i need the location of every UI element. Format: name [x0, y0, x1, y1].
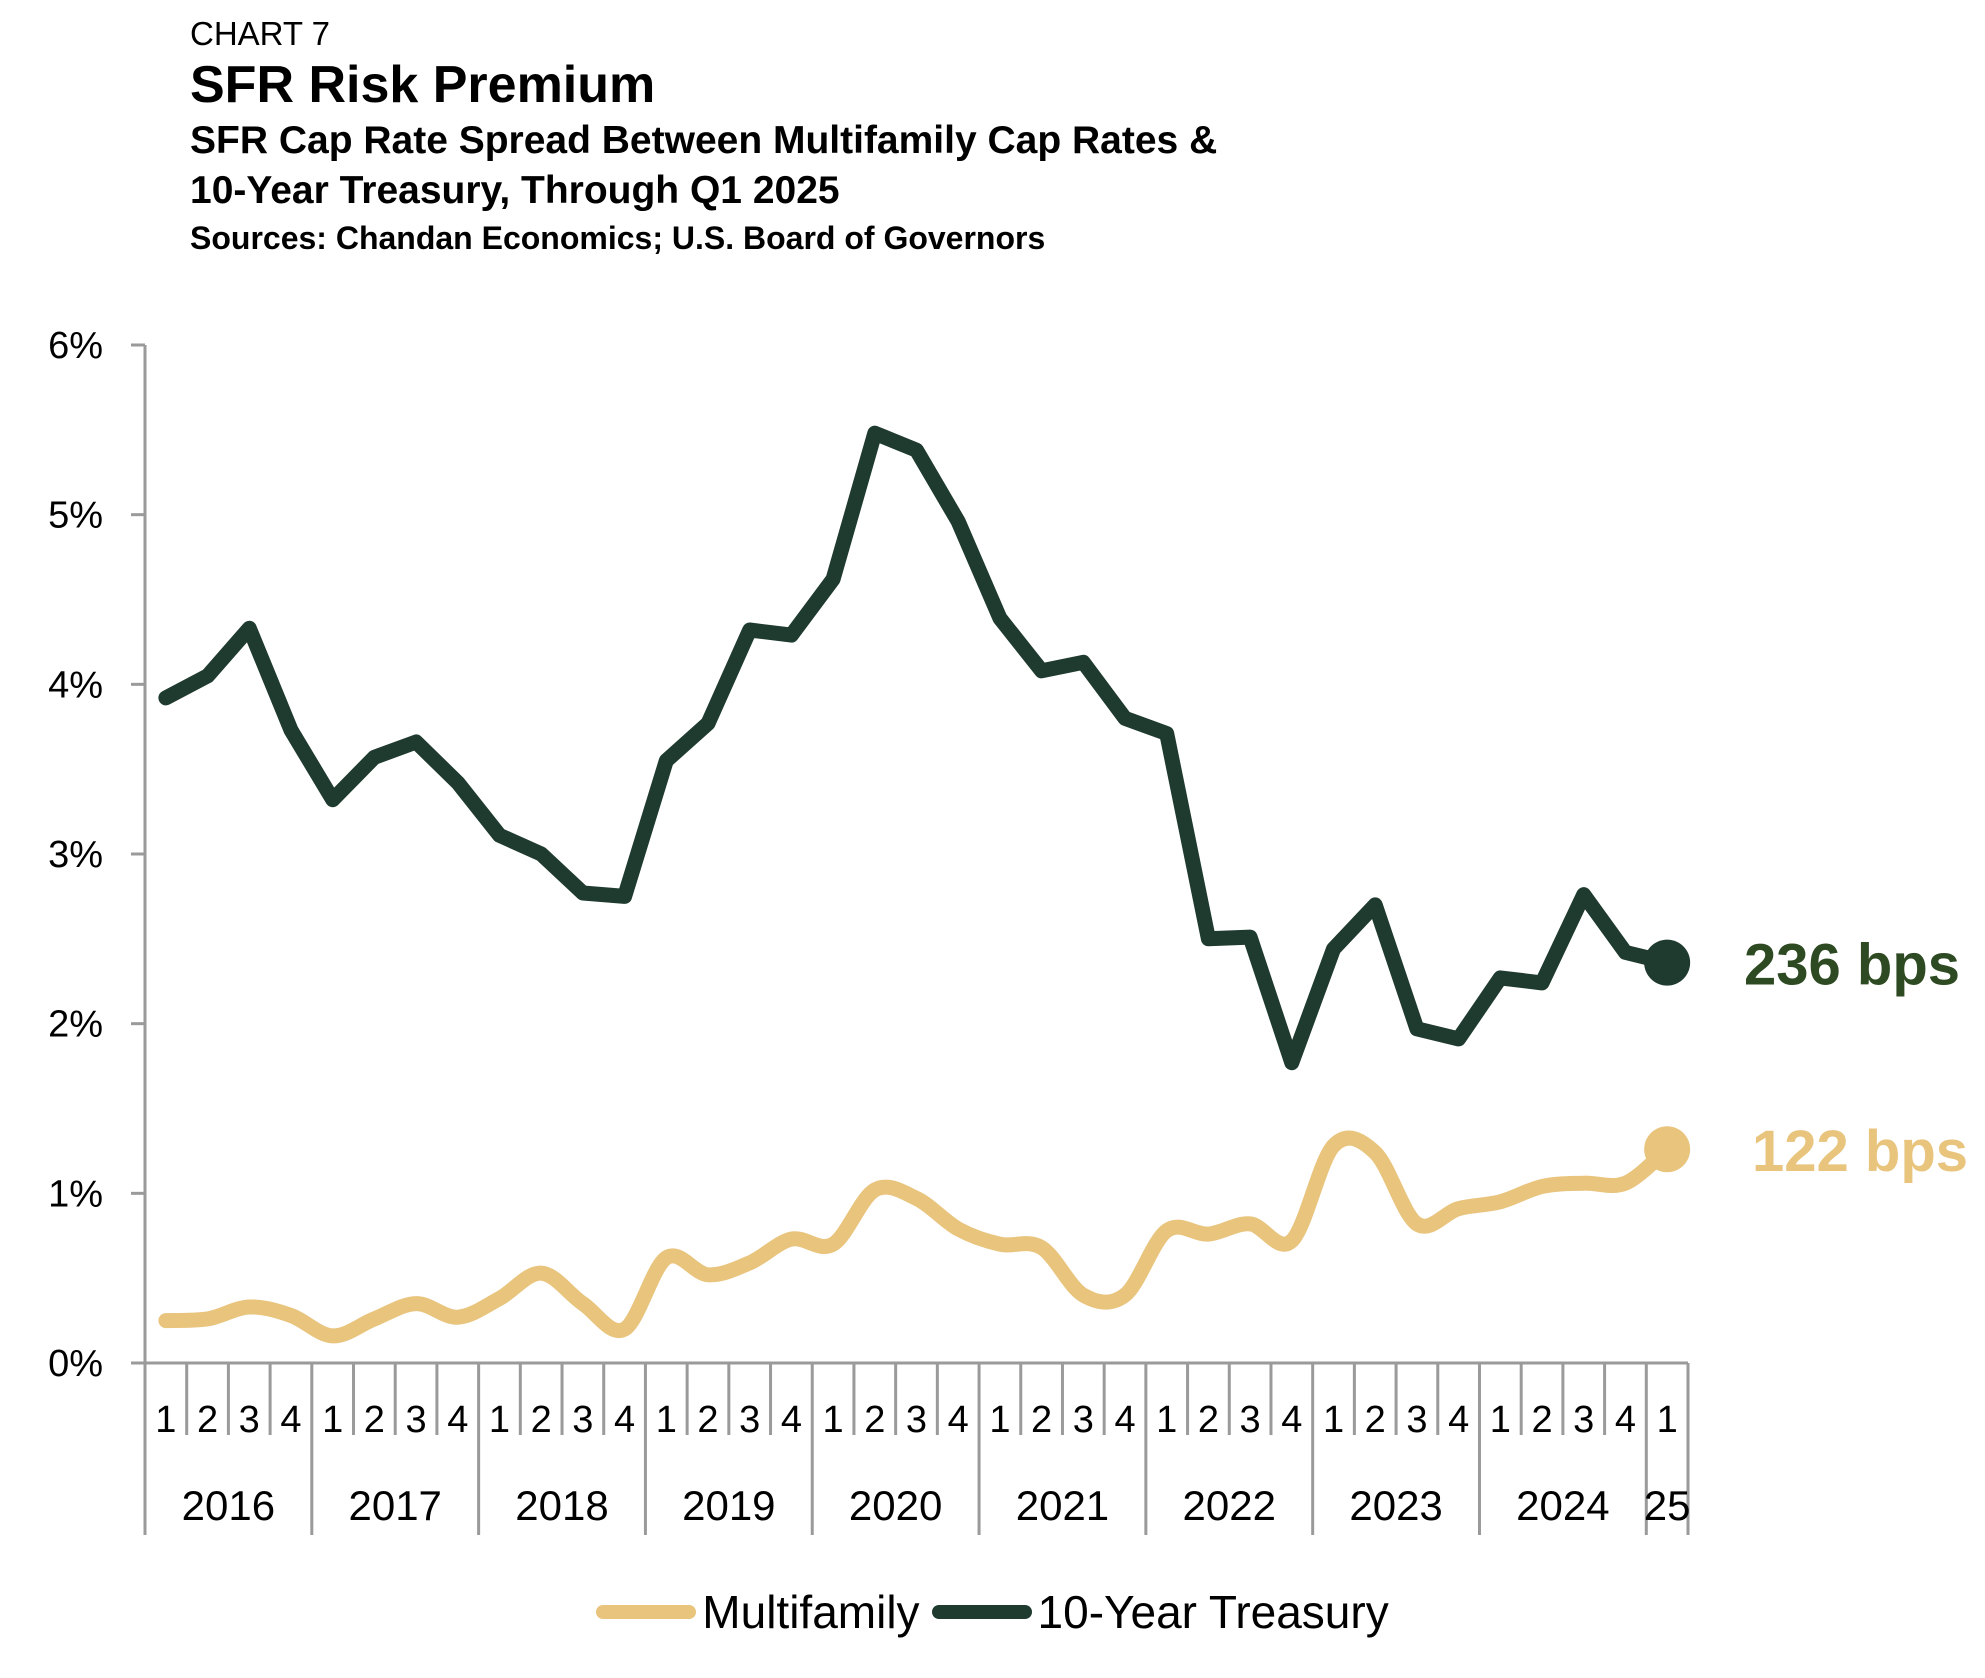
series-line-treasury: [158, 425, 1675, 1071]
y-tick-label: 1%: [48, 1173, 103, 1215]
year-label: 2022: [1183, 1482, 1276, 1529]
legend-item-multifamily: Multifamily: [596, 1585, 920, 1639]
end-labels: 236 bps 122 bps: [1744, 933, 1968, 1185]
legend-swatch-multifamily: [596, 1605, 697, 1619]
quarter-label: 1: [656, 1399, 677, 1441]
quarter-label: 4: [447, 1399, 468, 1441]
y-tick-label: 2%: [48, 1004, 103, 1046]
quarter-label: 4: [781, 1399, 802, 1441]
quarter-label: 3: [239, 1399, 260, 1441]
y-tick-label: 0%: [48, 1343, 103, 1385]
quarter-label: 4: [614, 1399, 635, 1441]
quarter-label: 3: [1406, 1399, 1427, 1441]
y-tick-label: 6%: [48, 325, 103, 367]
year-label: 25: [1644, 1482, 1691, 1529]
legend-swatch-treasury: [931, 1605, 1032, 1619]
chart-legend: Multifamily 10-Year Treasury: [0, 1585, 1985, 1639]
quarter-label: 1: [1323, 1399, 1344, 1441]
chart-axes: 0%1%2%3%4%5%6%1 2 3 4 1 2 3 4 1 2 3 4 1 2 3 4 1 2 3 4 1 2 3 4 1 2…: [48, 325, 1691, 1535]
quarter-label: 4: [1615, 1399, 1636, 1441]
quarter-label: 2: [531, 1399, 552, 1441]
quarter-label: 3: [739, 1399, 760, 1441]
chart-number: CHART 7: [190, 15, 330, 52]
quarter-label: 1: [823, 1399, 844, 1441]
quarter-label: 4: [948, 1399, 969, 1441]
legend-label-multifamily: Multifamily: [702, 1586, 920, 1638]
quarter-label: 2: [1531, 1399, 1552, 1441]
year-label: 2018: [515, 1482, 608, 1529]
quarter-label: 1: [322, 1399, 343, 1441]
legend-label-treasury: 10-Year Treasury: [1037, 1586, 1389, 1638]
y-tick-label: 3%: [48, 834, 103, 876]
quarter-label: 1: [1156, 1399, 1177, 1441]
quarter-label: 4: [280, 1399, 301, 1441]
quarter-label: 2: [1198, 1399, 1219, 1441]
chart-subtitle-line2: 10-Year Treasury, Through Q1 2025: [190, 169, 840, 212]
chart-title: SFR Risk Premium: [190, 56, 656, 114]
year-label: 2024: [1516, 1482, 1609, 1529]
quarter-label: 4: [1114, 1399, 1135, 1441]
end-label-multifamily: 122 bps: [1752, 1119, 1968, 1184]
quarter-label: 3: [1073, 1399, 1094, 1441]
year-label: 2023: [1349, 1482, 1442, 1529]
y-tick-label: 5%: [48, 495, 103, 537]
year-label: 2021: [1016, 1482, 1109, 1529]
year-label: 2019: [682, 1482, 775, 1529]
quarter-label: 3: [572, 1399, 593, 1441]
end-label-treasury: 236 bps: [1744, 933, 1960, 998]
quarter-label: 2: [364, 1399, 385, 1441]
chart-sources: Sources: Chandan Economics; U.S. Board o…: [190, 220, 1046, 256]
chart-header: CHART 7 SFR Risk Premium SFR Cap Rate Sp…: [190, 14, 1217, 260]
y-tick-label: 4%: [48, 664, 103, 706]
quarter-label: 2: [1031, 1399, 1052, 1441]
end-marker-multifamily: [1644, 1126, 1691, 1173]
quarter-label: 2: [697, 1399, 718, 1441]
quarter-label: 3: [906, 1399, 927, 1441]
quarter-label: 4: [1281, 1399, 1302, 1441]
series-layer: [158, 425, 1691, 1344]
end-marker-treasury: [1644, 939, 1691, 986]
quarter-label: 1: [1657, 1399, 1678, 1441]
quarter-label: 3: [1573, 1399, 1594, 1441]
year-label: 2020: [849, 1482, 942, 1529]
quarter-label: 2: [864, 1399, 885, 1441]
quarter-label: 3: [405, 1399, 426, 1441]
quarter-label: 2: [197, 1399, 218, 1441]
legend-item-treasury: 10-Year Treasury: [931, 1585, 1389, 1639]
quarter-label: 2: [1365, 1399, 1386, 1441]
chart-subtitle-line1: SFR Cap Rate Spread Between Multifamily …: [190, 119, 1218, 162]
quarter-label: 1: [489, 1399, 510, 1441]
quarter-label: 1: [1490, 1399, 1511, 1441]
quarter-label: 1: [989, 1399, 1010, 1441]
quarter-label: 4: [1448, 1399, 1469, 1441]
year-label: 2017: [348, 1482, 441, 1529]
quarter-label: 3: [1240, 1399, 1261, 1441]
year-label: 2016: [182, 1482, 275, 1529]
quarter-label: 1: [155, 1399, 176, 1441]
line-chart: 0%1%2%3%4%5%6%1 2 3 4 1 2 3 4 1 2 3 4 1 2 3 4 1 2 3 4 1 2 3 4 1 2…: [48, 325, 1968, 1535]
series-line-multifamily: [158, 1130, 1675, 1344]
